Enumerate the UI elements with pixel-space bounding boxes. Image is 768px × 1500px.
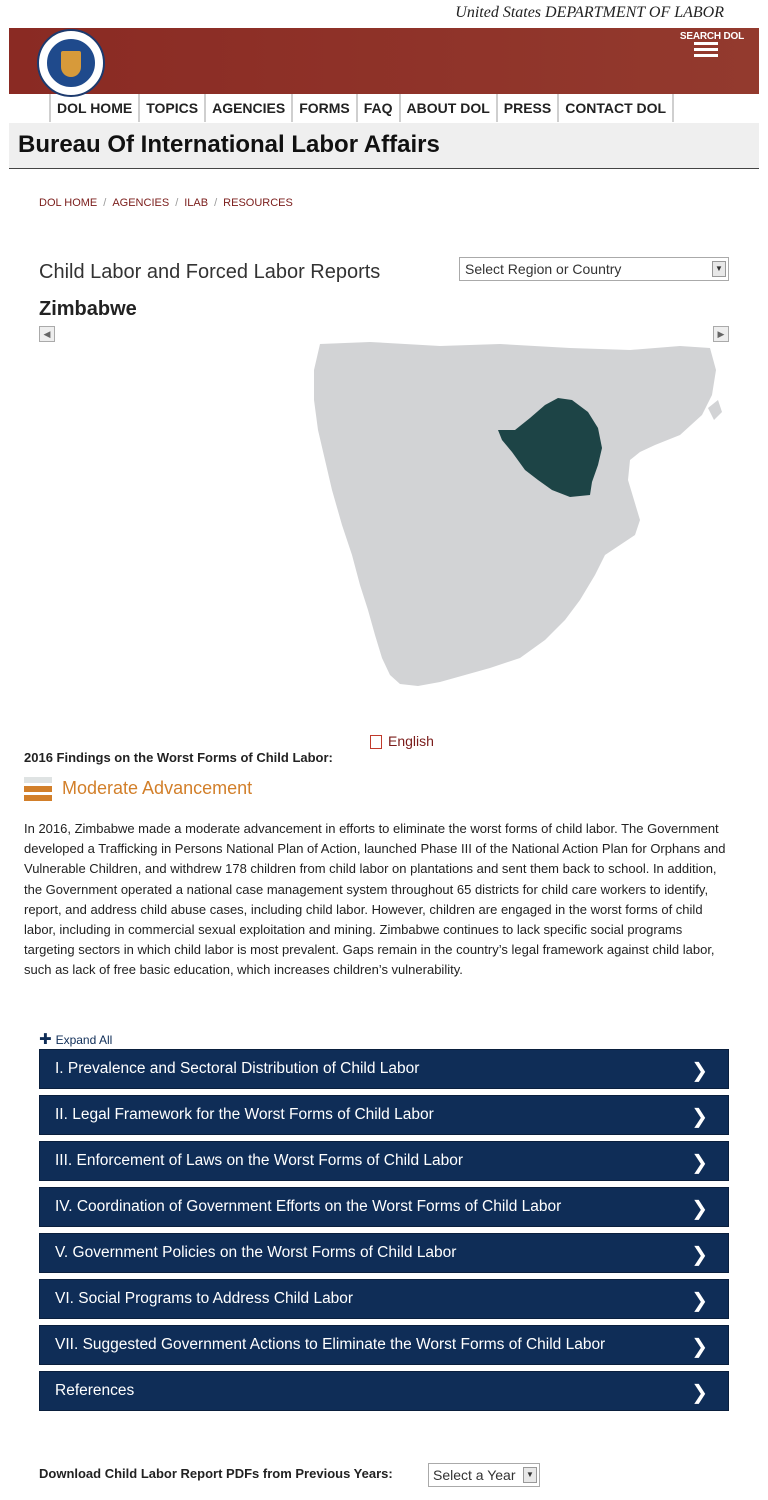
chevron-right-icon: ❯ xyxy=(691,1336,708,1358)
header-band xyxy=(9,28,759,94)
nav-forms[interactable]: FORMS xyxy=(293,94,358,122)
expand-all-label: Expand All xyxy=(55,1033,113,1047)
southern-africa-map xyxy=(314,342,722,686)
accordion-label: VI. Social Programs to Address Child Lab… xyxy=(55,1290,354,1307)
chevron-right-icon: ❯ xyxy=(691,1060,708,1082)
seal-shield xyxy=(61,51,81,77)
chevron-down-icon: ▼ xyxy=(523,1467,537,1483)
accordion-section-4[interactable]: IV. Coordination of Government Efforts o… xyxy=(39,1187,729,1227)
accordion-label: II. Legal Framework for the Worst Forms … xyxy=(55,1106,434,1123)
advancement-level: Moderate Advancement xyxy=(62,778,253,798)
accordion-section-5[interactable]: V. Government Policies on the Worst Form… xyxy=(39,1233,729,1273)
search-dol-label[interactable]: SEARCH DOL xyxy=(679,31,744,42)
main-nav: DOL HOME TOPICS AGENCIES FORMS FAQ ABOUT… xyxy=(49,94,675,122)
expand-all-button[interactable]: ✚ Expand All xyxy=(39,1030,112,1048)
region-select-value: Select Region or Country xyxy=(465,261,622,277)
accordion-section-6[interactable]: VI. Social Programs to Address Child Lab… xyxy=(39,1279,729,1319)
accordion-label: IV. Coordination of Government Efforts o… xyxy=(55,1198,562,1215)
chevron-right-icon: ❯ xyxy=(691,1382,708,1404)
download-label: Download Child Labor Report PDFs from Pr… xyxy=(39,1466,393,1481)
nav-faq[interactable]: FAQ xyxy=(358,94,401,122)
accordion-section-references[interactable]: References ❯ xyxy=(39,1371,729,1411)
findings-title: 2016 Findings on the Worst Forms of Chil… xyxy=(24,750,333,765)
dol-seal-icon[interactable] xyxy=(37,29,105,97)
plus-icon: ✚ xyxy=(39,1031,52,1048)
nav-contact-dol[interactable]: CONTACT DOL xyxy=(559,94,675,122)
seal-inner xyxy=(45,37,97,89)
map-scroll-right-icon[interactable]: ▶ xyxy=(713,326,729,342)
year-select[interactable]: Select a Year ▼ xyxy=(428,1463,540,1487)
chevron-down-icon: ▼ xyxy=(712,261,726,277)
pdf-english-link[interactable]: English xyxy=(388,733,434,749)
pdf-file-icon xyxy=(370,735,382,749)
accordion-label: III. Enforcement of Laws on the Worst Fo… xyxy=(55,1152,464,1169)
nav-about-dol[interactable]: ABOUT DOL xyxy=(401,94,498,122)
advancement-level-icon xyxy=(24,777,52,803)
accordion-section-7[interactable]: VII. Suggested Government Actions to Eli… xyxy=(39,1325,729,1365)
page-heading: Child Labor and Forced Labor Reports xyxy=(39,261,381,283)
nav-dol-home[interactable]: DOL HOME xyxy=(49,94,141,122)
breadcrumb-agencies[interactable]: AGENCIES xyxy=(112,197,170,209)
bureau-bar: Bureau Of International Labor Affairs xyxy=(9,123,759,169)
chevron-right-icon: ❯ xyxy=(691,1198,708,1220)
breadcrumb-resources[interactable]: RESOURCES xyxy=(223,197,293,209)
map-land xyxy=(314,342,716,686)
breadcrumb: DOL HOME / AGENCIES / ILAB / RESOURCES xyxy=(39,197,293,209)
breadcrumb-ilab[interactable]: ILAB xyxy=(184,197,209,209)
map-island xyxy=(708,400,722,420)
map-scroll-left-icon[interactable]: ◀ xyxy=(39,326,55,342)
year-select-value: Select a Year xyxy=(433,1467,516,1483)
accordion-section-3[interactable]: III. Enforcement of Laws on the Worst Fo… xyxy=(39,1141,729,1181)
chevron-right-icon: ❯ xyxy=(691,1290,708,1312)
region-country-select[interactable]: Select Region or Country ▼ xyxy=(459,257,729,281)
accordion-section-2[interactable]: II. Legal Framework for the Worst Forms … xyxy=(39,1095,729,1135)
nav-agencies[interactable]: AGENCIES xyxy=(206,94,294,122)
accordion-label: I. Prevalence and Sectoral Distribution … xyxy=(55,1060,420,1077)
bureau-title: Bureau Of International Labor Affairs xyxy=(18,131,440,158)
hamburger-menu-icon[interactable] xyxy=(694,42,718,58)
chevron-right-icon: ❯ xyxy=(691,1244,708,1266)
accordion-label: V. Government Policies on the Worst Form… xyxy=(55,1244,457,1261)
accordion-label: References xyxy=(55,1382,135,1399)
nav-press[interactable]: PRESS xyxy=(498,94,560,122)
findings-summary: In 2016, Zimbabwe made a moderate advanc… xyxy=(24,821,726,978)
zimbabwe-highlight xyxy=(498,398,602,497)
accordion-label: VII. Suggested Government Actions to Eli… xyxy=(55,1336,606,1353)
accordion-section-1[interactable]: I. Prevalence and Sectoral Distribution … xyxy=(39,1049,729,1089)
department-tagline: United States DEPARTMENT OF LABOR xyxy=(455,4,724,21)
country-title: Zimbabwe xyxy=(39,298,137,320)
nav-topics[interactable]: TOPICS xyxy=(140,94,207,122)
chevron-right-icon: ❯ xyxy=(691,1152,708,1174)
breadcrumb-dol-home[interactable]: DOL HOME xyxy=(39,197,98,209)
chevron-right-icon: ❯ xyxy=(691,1106,708,1128)
